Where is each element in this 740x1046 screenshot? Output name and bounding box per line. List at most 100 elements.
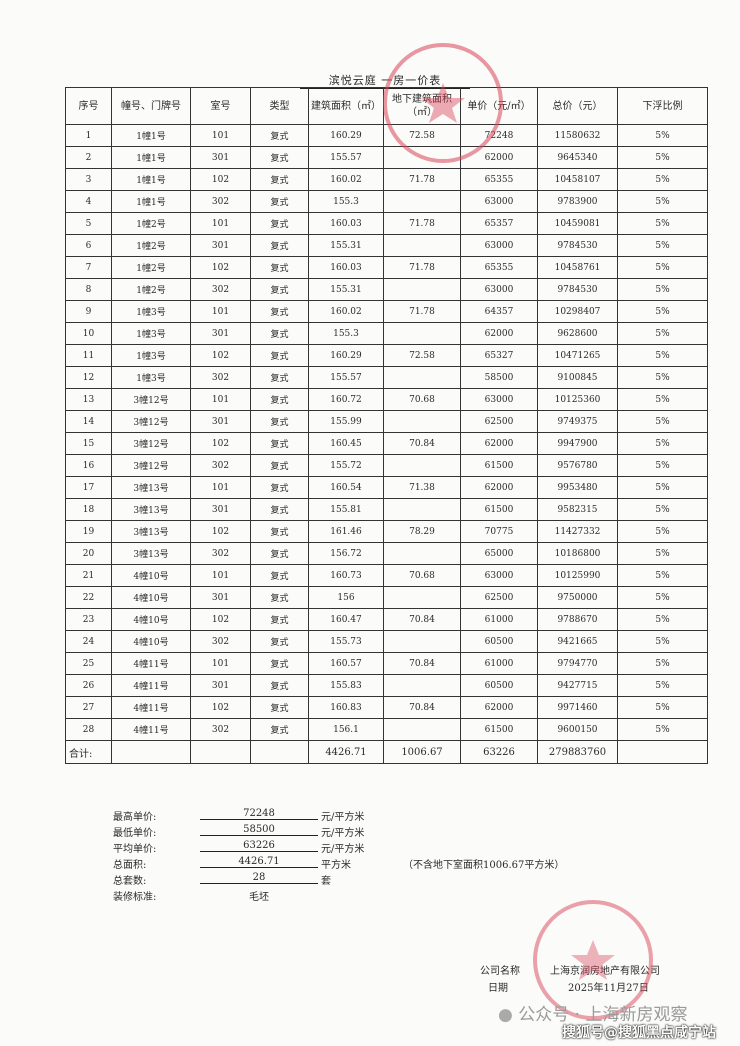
table-cell: 58500 [460, 366, 538, 389]
table-cell: 155.31 [308, 278, 384, 301]
table-cell: 19 [65, 520, 112, 543]
table-cell [383, 190, 461, 213]
table-cell: 复式 [250, 322, 309, 345]
table-cell: 1幢2号 [111, 212, 191, 235]
table-cell: 10125990 [537, 564, 618, 587]
table-cell: 复式 [250, 542, 309, 565]
table-cell: 9582315 [537, 498, 618, 521]
table-cell: 复式 [250, 652, 309, 675]
table-cell: 25 [65, 652, 112, 675]
table-cell: 301 [190, 322, 251, 345]
table-cell: 160.72 [308, 388, 384, 411]
table-cell: 65357 [460, 212, 538, 235]
table-cell: 70.84 [383, 608, 461, 631]
sohu-watermark: 搜狐号@搜狐黑点咸宁站 [562, 1025, 716, 1041]
table-cell: 复式 [250, 608, 309, 631]
table-cell: 5% [617, 344, 708, 367]
table-cell: 10458761 [537, 256, 618, 279]
wechat-watermark: ● 公众号 · 上海新房观察 [498, 1005, 688, 1025]
table-cell: 9947900 [537, 432, 618, 455]
table-cell: 5% [617, 146, 708, 169]
table-cell: 10471265 [537, 344, 618, 367]
table-cell: 10458107 [537, 168, 618, 191]
table-cell: 301 [190, 498, 251, 521]
table-cell: 12 [65, 366, 112, 389]
table-cell: 102 [190, 432, 251, 455]
table-cell: 3幢12号 [111, 432, 191, 455]
table-cell: 9971460 [537, 696, 618, 719]
table-cell: 1幢1号 [111, 190, 191, 213]
table-cell: 62000 [460, 146, 538, 169]
table-row: 8 1幢2号 302 复式 155.31 63000 9784530 5% [65, 278, 708, 301]
table-row: 9 1幢3号 101 复式 160.02 71.78 64357 10298407 5% [65, 300, 708, 323]
table-cell: 16 [65, 454, 112, 477]
table-cell: 复式 [250, 256, 309, 279]
table-cell: 61000 [460, 652, 538, 675]
table-cell: 71.38 [383, 476, 461, 499]
table-cell: 4幢11号 [111, 696, 191, 719]
table-cell: 101 [190, 652, 251, 675]
table-cell: 160.73 [308, 564, 384, 587]
table-cell: 155.73 [308, 630, 384, 653]
table-cell: 3幢13号 [111, 476, 191, 499]
table-cell: 9794770 [537, 652, 618, 675]
table-cell: 9784530 [537, 278, 618, 301]
table-row: 13 3幢12号 101 复式 160.72 70.68 63000 10125360 5% [65, 388, 708, 411]
table-cell: 复式 [250, 564, 309, 587]
table-cell: 5% [617, 542, 708, 565]
column-header: 室号 [190, 87, 251, 125]
table-cell: 5% [617, 212, 708, 235]
table-cell: 4 [65, 190, 112, 213]
table-cell: 10 [65, 322, 112, 345]
table-cell: 9600150 [537, 718, 618, 741]
table-cell: 9645340 [537, 146, 618, 169]
table-cell: 复式 [250, 586, 309, 609]
table-cell: 71.78 [383, 300, 461, 323]
table-cell: 155.3 [308, 322, 384, 345]
total-cell [111, 740, 191, 764]
table-row: 16 3幢12号 302 复式 155.72 61500 9576780 5% [65, 454, 708, 477]
table-cell: 1幢1号 [111, 124, 191, 147]
table-cell: 155.57 [308, 146, 384, 169]
table-cell: 160.83 [308, 696, 384, 719]
table-cell: 160.57 [308, 652, 384, 675]
table-row: 15 3幢12号 102 复式 160.45 70.84 62000 9947900 5% [65, 432, 708, 455]
table-cell: 5% [617, 630, 708, 653]
table-cell: 60500 [460, 674, 538, 697]
table-cell: 160.47 [308, 608, 384, 631]
table-cell: 11 [65, 344, 112, 367]
table-cell: 155.99 [308, 410, 384, 433]
table-cell: 70.68 [383, 564, 461, 587]
table-cell: 65000 [460, 542, 538, 565]
table-row: 22 4幢10号 301 复式 156 62500 9750000 5% [65, 586, 708, 609]
table-cell: 4幢11号 [111, 718, 191, 741]
column-header: 类型 [250, 87, 309, 125]
table-cell: 63000 [460, 278, 538, 301]
table-cell: 102 [190, 256, 251, 279]
table-cell: 101 [190, 212, 251, 235]
date-label: 日期 [488, 983, 508, 994]
table-row: 2 1幢1号 301 复式 155.57 62000 9645340 5% [65, 146, 708, 169]
table-cell: 17 [65, 476, 112, 499]
table-cell: 5% [617, 300, 708, 323]
table-cell: 6 [65, 234, 112, 257]
table-cell: 22 [65, 586, 112, 609]
table-cell: 155.81 [308, 498, 384, 521]
table-cell: 9421665 [537, 630, 618, 653]
table-cell: 23 [65, 608, 112, 631]
table-cell: 5% [617, 322, 708, 345]
table-cell: 63000 [460, 564, 538, 587]
table-cell: 302 [190, 366, 251, 389]
total-cell: 4426.71 [308, 740, 384, 764]
table-cell: 102 [190, 696, 251, 719]
table-cell: 复式 [250, 300, 309, 323]
table-cell: 302 [190, 630, 251, 653]
table-cell: 复式 [250, 190, 309, 213]
table-row: 7 1幢2号 102 复式 160.03 71.78 65355 10458761 5% [65, 256, 708, 279]
table-cell: 2 [65, 146, 112, 169]
table-row: 3 1幢1号 102 复式 160.02 71.78 65355 10458107 5% [65, 168, 708, 191]
total-row: 合计: 4426.71 1006.67 63226 279883760 [65, 740, 708, 764]
table-cell: 7 [65, 256, 112, 279]
table-cell: 70.84 [383, 652, 461, 675]
table-cell: 复式 [250, 124, 309, 147]
